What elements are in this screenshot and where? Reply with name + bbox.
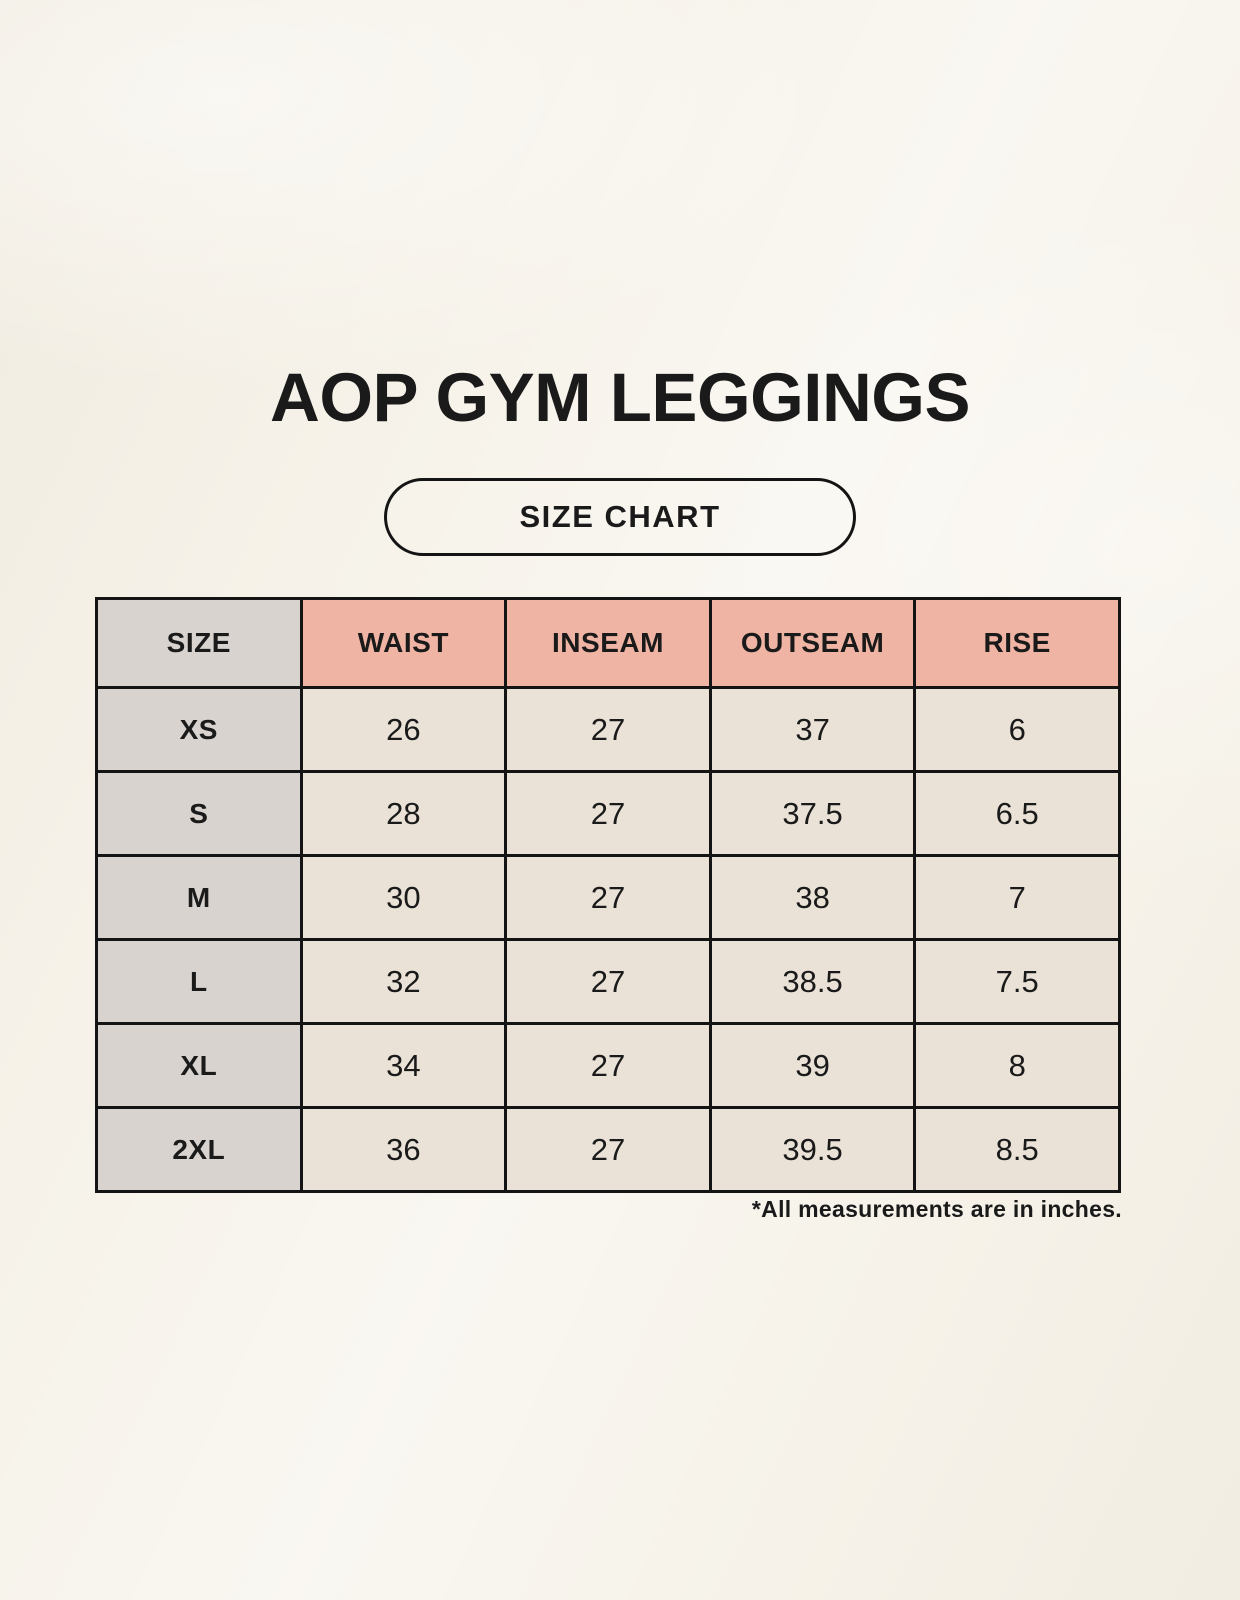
size-label: S (95, 770, 303, 857)
outseam-value: 39 (708, 1022, 917, 1109)
waist-value: 32 (299, 938, 508, 1025)
inseam-value: 27 (504, 938, 712, 1025)
rise-value: 6 (913, 686, 1121, 773)
table-row: XS 26 27 37 6 (95, 686, 1121, 773)
size-chart-badge-label: SIZE CHART (519, 499, 721, 534)
size-label: L (95, 938, 303, 1025)
page-title: AOP GYM LEGGINGS (270, 359, 971, 436)
size-label: M (95, 854, 303, 941)
outseam-value: 38 (708, 854, 917, 941)
rise-value: 8 (913, 1022, 1121, 1109)
inseam-value: 27 (504, 1106, 712, 1193)
inseam-value: 27 (504, 854, 712, 941)
waist-value: 36 (299, 1106, 508, 1193)
rise-value: 6.5 (913, 770, 1121, 857)
inseam-value: 27 (504, 686, 712, 773)
waist-value: 26 (299, 686, 508, 773)
rise-value: 7.5 (913, 938, 1121, 1025)
column-header-size: SIZE (95, 597, 303, 689)
outseam-value: 38.5 (708, 938, 917, 1025)
column-header-rise: RISE (913, 597, 1121, 689)
table-row: XL 34 27 39 8 (95, 1022, 1121, 1109)
rise-value: 8.5 (913, 1106, 1121, 1193)
column-header-outseam: OUTSEAM (708, 597, 917, 689)
size-table: SIZE WAIST INSEAM OUTSEAM RISE XS 26 27 … (95, 597, 1121, 1193)
rise-value: 7 (913, 854, 1121, 941)
inseam-value: 27 (504, 1022, 712, 1109)
measurements-footnote: *All measurements are in inches. (751, 1196, 1122, 1222)
table-row: L 32 27 38.5 7.5 (95, 938, 1121, 1025)
table-row: M 30 27 38 7 (95, 854, 1121, 941)
outseam-value: 39.5 (708, 1106, 917, 1193)
waist-value: 28 (299, 770, 508, 857)
outseam-value: 37.5 (708, 770, 917, 857)
size-label: 2XL (95, 1106, 303, 1193)
size-chart-badge[interactable]: SIZE CHART (384, 478, 856, 556)
table-row: S 28 27 37.5 6.5 (95, 770, 1121, 857)
table-row: 2XL 36 27 39.5 8.5 (95, 1106, 1121, 1193)
column-header-waist: WAIST (299, 597, 508, 689)
outseam-value: 37 (708, 686, 917, 773)
column-header-inseam: INSEAM (504, 597, 712, 689)
size-label: XL (95, 1022, 303, 1109)
waist-value: 34 (299, 1022, 508, 1109)
table-header-row: SIZE WAIST INSEAM OUTSEAM RISE (95, 597, 1121, 689)
size-label: XS (95, 686, 303, 773)
inseam-value: 27 (504, 770, 712, 857)
waist-value: 30 (299, 854, 508, 941)
